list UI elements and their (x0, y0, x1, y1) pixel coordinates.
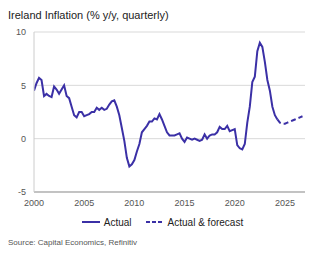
svg-text:5: 5 (21, 81, 26, 91)
svg-text:-5: -5 (18, 187, 26, 197)
svg-text:2020: 2020 (225, 198, 245, 208)
svg-text:2015: 2015 (175, 198, 195, 208)
html-text:Source: Capital Economics, Ref: Source: Capital Economics, Refinitiv (8, 238, 137, 247)
svg-text:2010: 2010 (124, 198, 144, 208)
svg-text:0: 0 (21, 134, 26, 144)
html-text:Actual: Actual (103, 216, 132, 228)
svg-text:2005: 2005 (74, 198, 94, 208)
svg-text:2025: 2025 (275, 198, 295, 208)
html-text:Actual & forecast: Actual & forecast (167, 216, 244, 228)
svg-text:10: 10 (16, 27, 26, 37)
html-text:Ireland Inflation (% y/y, quar: Ireland Inflation (% y/y, quarterly) (8, 9, 169, 21)
svg-text:2000: 2000 (24, 198, 44, 208)
